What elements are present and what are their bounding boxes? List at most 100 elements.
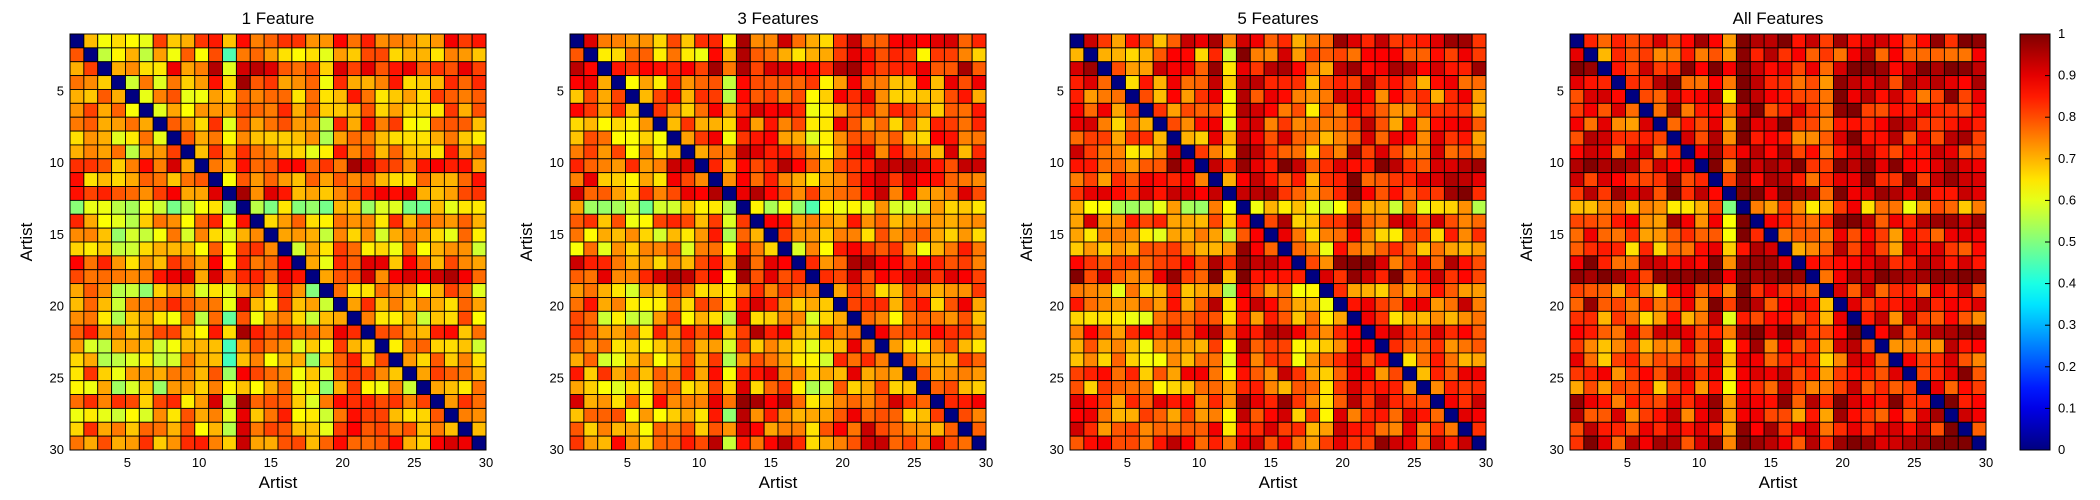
heatmap-cell bbox=[791, 435, 807, 451]
heatmap-cell bbox=[1930, 255, 1945, 271]
heatmap-cell bbox=[1333, 47, 1348, 63]
heatmap-cell bbox=[860, 75, 876, 90]
heatmap-cell bbox=[846, 158, 862, 174]
heatmap-cell bbox=[1874, 102, 1890, 118]
heatmap-cell bbox=[902, 380, 918, 395]
heatmap-cell bbox=[791, 33, 807, 49]
heatmap-cell bbox=[346, 435, 362, 451]
heatmap-cell bbox=[1902, 255, 1918, 271]
heatmap-cell bbox=[360, 33, 376, 49]
heatmap-cell bbox=[597, 310, 613, 326]
heatmap-cell bbox=[638, 47, 654, 63]
heatmap-cell bbox=[1694, 366, 1710, 382]
heatmap-cell bbox=[1194, 47, 1210, 63]
heatmap-cell bbox=[1569, 241, 1585, 257]
heatmap-cell bbox=[846, 172, 862, 187]
heatmap-cell bbox=[402, 352, 418, 368]
heatmap-cell bbox=[305, 310, 321, 326]
heatmap-cell bbox=[83, 421, 99, 437]
heatmap-cell bbox=[916, 241, 931, 257]
heatmap-cell bbox=[1833, 421, 1848, 437]
heatmap-cell bbox=[346, 380, 362, 395]
heatmap-cell bbox=[69, 366, 85, 382]
heatmap-cell bbox=[1277, 366, 1293, 382]
heatmap-cell bbox=[69, 283, 85, 298]
heatmap-cell bbox=[902, 89, 918, 104]
heatmap-cell bbox=[346, 47, 362, 63]
heatmap-cell bbox=[971, 241, 987, 257]
heatmap-cell bbox=[1180, 130, 1196, 146]
heatmap-cell bbox=[652, 172, 668, 187]
heatmap-cell bbox=[1874, 269, 1890, 285]
heatmap-cell bbox=[1416, 241, 1431, 257]
heatmap-cell bbox=[1957, 199, 1973, 215]
heatmap-cell bbox=[763, 324, 779, 340]
heatmap-cell bbox=[1583, 89, 1599, 104]
heatmap-cell bbox=[1805, 199, 1821, 215]
heatmap-cell bbox=[1111, 158, 1126, 174]
heatmap-cell bbox=[1388, 338, 1404, 354]
heatmap-cell bbox=[1319, 75, 1334, 90]
heatmap-cell bbox=[222, 338, 237, 354]
heatmap-cell bbox=[471, 116, 487, 132]
heatmap-cell bbox=[1846, 199, 1862, 215]
heatmap-cell bbox=[666, 407, 682, 423]
heatmap-cell bbox=[902, 269, 918, 285]
heatmap-cell bbox=[1888, 394, 1904, 409]
heatmap-cell bbox=[471, 352, 487, 368]
heatmap-cell bbox=[152, 421, 168, 437]
heatmap-cell bbox=[1388, 352, 1404, 368]
heatmap-cell bbox=[1791, 407, 1807, 423]
heatmap-cell bbox=[708, 130, 723, 146]
heatmap-cell bbox=[694, 102, 710, 118]
heatmap-cell bbox=[1708, 435, 1723, 451]
heatmap-cell bbox=[1083, 255, 1099, 271]
heatmap-cell bbox=[1916, 283, 1931, 298]
heatmap-cell bbox=[83, 324, 99, 340]
heatmap-cell bbox=[152, 172, 168, 187]
heatmap-cell bbox=[1291, 297, 1307, 312]
heatmap-cell bbox=[1722, 380, 1737, 395]
heatmap-cell bbox=[1471, 213, 1487, 229]
heatmap-cell bbox=[1333, 435, 1348, 451]
heatmap-cell bbox=[291, 366, 307, 382]
heatmap-cell bbox=[1180, 407, 1196, 423]
heatmap-cell bbox=[791, 324, 807, 340]
heatmap-cell bbox=[1235, 227, 1251, 243]
heatmap-cell bbox=[1457, 394, 1473, 409]
heatmap-cell bbox=[471, 186, 487, 201]
heatmap-cell bbox=[1138, 352, 1154, 368]
heatmap-cell bbox=[1360, 255, 1376, 271]
heatmap-cell bbox=[1097, 199, 1113, 215]
heatmap-cell bbox=[402, 158, 418, 174]
heatmap-cell bbox=[1957, 269, 1973, 285]
heatmap-cell bbox=[125, 172, 140, 187]
heatmap-cell bbox=[957, 269, 973, 285]
heatmap-cell bbox=[1360, 102, 1376, 118]
heatmap-cell bbox=[1625, 283, 1640, 298]
heatmap-cell bbox=[1402, 61, 1418, 77]
heatmap-cell bbox=[263, 380, 279, 395]
heatmap-cell bbox=[1569, 394, 1585, 409]
heatmap-cell bbox=[374, 269, 390, 285]
heatmap-cell bbox=[860, 144, 876, 160]
heatmap-cell bbox=[1652, 47, 1668, 63]
heatmap-cell bbox=[694, 310, 710, 326]
heatmap-cell bbox=[83, 227, 99, 243]
heatmap-cell bbox=[1708, 338, 1723, 354]
heatmap-cell bbox=[1805, 144, 1821, 160]
heatmap-cell bbox=[1943, 158, 1959, 174]
heatmap-cell bbox=[69, 61, 85, 77]
heatmap-cell bbox=[1749, 186, 1765, 201]
heatmap-cell bbox=[749, 47, 765, 63]
heatmap-cell bbox=[1430, 241, 1445, 257]
heatmap-cell bbox=[277, 75, 293, 90]
heatmap-cell bbox=[1346, 75, 1362, 90]
heatmap-cell bbox=[235, 352, 251, 368]
heatmap-cell bbox=[1430, 75, 1445, 90]
heatmap-cell bbox=[208, 435, 223, 451]
heatmap-cell bbox=[1888, 310, 1904, 326]
heatmap-cell bbox=[1791, 283, 1807, 298]
heatmap-cell bbox=[249, 130, 265, 146]
heatmap-cell bbox=[1819, 199, 1834, 215]
